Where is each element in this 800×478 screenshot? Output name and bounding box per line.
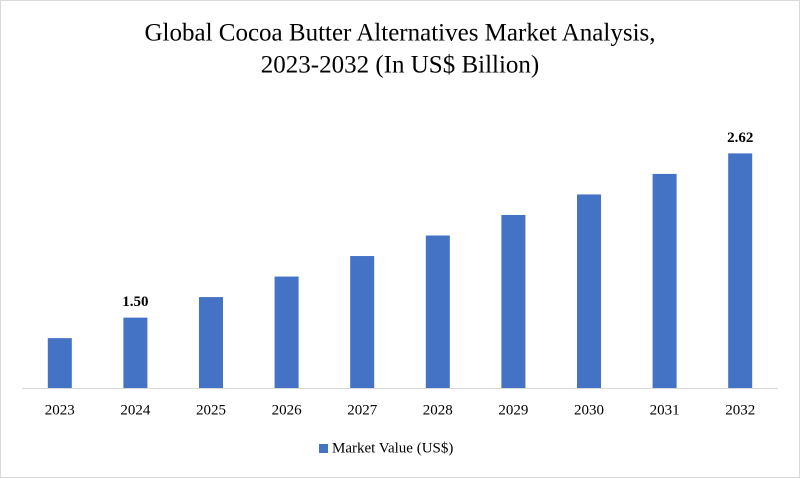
bar [425, 235, 450, 388]
x-tick-label: 2030 [574, 402, 604, 418]
bar [199, 297, 223, 388]
bar [350, 256, 375, 388]
data-label: 1.50 [122, 294, 148, 310]
x-tick-label: 2029 [498, 402, 528, 418]
x-tick-label: 2023 [45, 402, 75, 418]
bar [728, 153, 753, 388]
bar [47, 338, 72, 388]
bar [652, 173, 677, 388]
bar [501, 214, 526, 388]
legend-label: Market Value (US$) [332, 440, 453, 456]
data-label: 2.62 [727, 130, 753, 146]
x-tick-label: 2028 [423, 402, 453, 418]
bar [274, 276, 299, 388]
x-tick-label: 2032 [725, 402, 755, 418]
x-tick-label: 2026 [272, 402, 303, 418]
x-tick-label: 2025 [196, 402, 226, 418]
x-tick-label: 2027 [347, 402, 378, 418]
x-tick-label: 2024 [120, 402, 151, 418]
x-tick-label: 2031 [650, 402, 680, 418]
chart-title: Global Cocoa Butter Alternatives Market … [144, 20, 655, 47]
bar [123, 317, 148, 388]
chart-subtitle: 2023-2032 (In US$ Billion) [261, 52, 539, 79]
bar [577, 194, 601, 388]
legend-swatch [319, 444, 328, 453]
